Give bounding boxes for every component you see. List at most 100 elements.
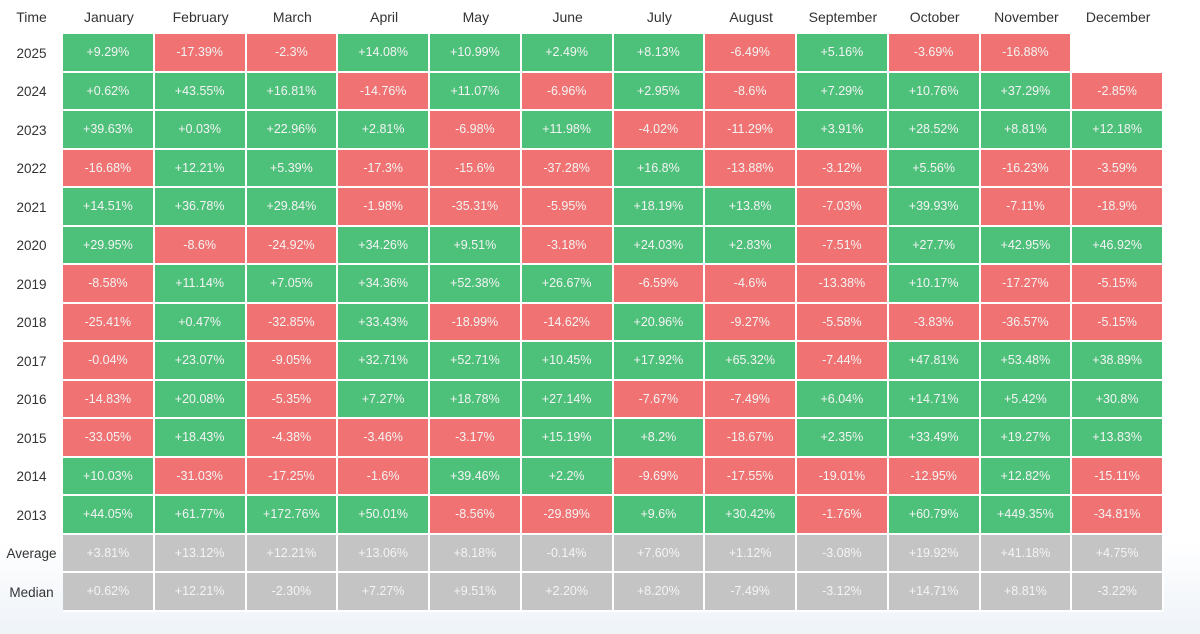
return-cell: -11.29% (705, 111, 797, 150)
return-cell: +23.07% (154, 342, 247, 381)
return-cell: +7.27% (338, 380, 430, 419)
return-cell: -3.59% (1072, 149, 1164, 188)
return-cell: -4.6% (705, 265, 797, 304)
return-cell: +34.26% (338, 226, 430, 265)
return-cell: +172.76% (246, 496, 339, 535)
return-cell: -7.03% (797, 188, 889, 227)
return-cell: +24.03% (613, 226, 706, 265)
summary-cell: +0.62% (63, 573, 155, 612)
summary-cell: +2.20% (521, 573, 614, 612)
summary-cell: +14.71% (888, 573, 981, 612)
return-cell: +43.55% (154, 72, 247, 111)
return-cell: +65.32% (705, 342, 797, 381)
return-cell: -17.39% (154, 34, 247, 73)
return-cell: -18.99% (430, 303, 522, 342)
return-cell: +0.47% (154, 303, 247, 342)
return-cell: +13.83% (1072, 419, 1164, 458)
return-cell: -3.17% (430, 419, 522, 458)
return-cell: +7.05% (246, 265, 339, 304)
summary-cell: -3.12% (797, 573, 889, 612)
return-cell: +30.8% (1072, 380, 1164, 419)
return-cell: +33.49% (888, 419, 981, 458)
summary-cell: +12.21% (154, 573, 247, 612)
summary-cell: -3.08% (797, 534, 889, 573)
year-label: 2016 (16, 392, 47, 408)
return-cell: +10.99% (430, 34, 522, 73)
return-cell: -4.38% (246, 419, 339, 458)
return-cell: -24.92% (246, 226, 339, 265)
return-cell: -7.67% (613, 380, 706, 419)
return-cell: +46.92% (1072, 226, 1164, 265)
return-cell: -29.89% (521, 496, 614, 535)
return-cell: +5.39% (246, 149, 339, 188)
return-cell: +20.08% (154, 380, 247, 419)
return-cell: +34.36% (338, 265, 430, 304)
year-label: 2017 (16, 353, 47, 369)
return-cell: -9.27% (705, 303, 797, 342)
return-cell: -7.51% (797, 226, 889, 265)
return-cell: +2.83% (705, 226, 797, 265)
return-cell: +6.04% (797, 380, 889, 419)
year-label: 2020 (16, 238, 47, 254)
return-cell: +14.71% (888, 380, 981, 419)
return-cell: -5.35% (246, 380, 339, 419)
return-cell: -16.88% (980, 34, 1073, 73)
summary-cell: +4.75% (1072, 534, 1164, 573)
return-cell: +11.98% (521, 111, 614, 150)
return-cell: +11.14% (154, 265, 247, 304)
return-cell: -36.57% (980, 303, 1073, 342)
return-cell: +2.35% (797, 419, 889, 458)
return-cell: +5.56% (888, 149, 981, 188)
return-cell: +11.07% (430, 72, 522, 111)
return-cell: +2.81% (338, 111, 430, 150)
return-cell: -9.05% (246, 342, 339, 381)
year-label: 2023 (16, 122, 47, 138)
return-cell: +60.79% (888, 496, 981, 535)
return-cell: -3.69% (888, 34, 981, 73)
return-cell: +16.8% (613, 149, 706, 188)
return-cell: +18.78% (430, 380, 522, 419)
return-cell: +29.84% (246, 188, 339, 227)
summary-cell: +1.12% (705, 534, 797, 573)
return-cell: +0.62% (63, 72, 155, 111)
year-label: 2024 (16, 84, 47, 100)
return-cell: -13.88% (705, 149, 797, 188)
summary-cell: +13.06% (338, 534, 430, 573)
return-cell: -7.11% (980, 188, 1073, 227)
return-cell: -5.15% (1072, 303, 1164, 342)
return-cell: -8.6% (154, 226, 247, 265)
year-label: 2014 (16, 469, 47, 485)
summary-cell: -2.30% (246, 573, 339, 612)
return-cell: -25.41% (63, 303, 155, 342)
return-cell: +39.63% (63, 111, 155, 150)
return-cell: +7.29% (797, 72, 889, 111)
return-cell: +47.81% (888, 342, 981, 381)
return-cell: +28.52% (888, 111, 981, 150)
return-cell: -8.6% (705, 72, 797, 111)
return-cell: -8.56% (430, 496, 522, 535)
return-cell: -14.76% (338, 72, 430, 111)
return-cell: +12.82% (980, 457, 1073, 496)
return-cell: -15.11% (1072, 457, 1164, 496)
month-header: July (646, 9, 672, 25)
return-cell: +44.05% (63, 496, 155, 535)
return-cell: +8.2% (613, 419, 706, 458)
return-cell: +27.14% (521, 380, 614, 419)
return-cell: +53.48% (980, 342, 1073, 381)
return-cell: -5.58% (797, 303, 889, 342)
return-cell: +29.95% (63, 226, 155, 265)
return-cell: -17.27% (980, 265, 1073, 304)
return-cell: +2.49% (521, 34, 614, 73)
month-header: June (552, 9, 583, 25)
return-cell: +19.27% (980, 419, 1073, 458)
return-cell: -6.59% (613, 265, 706, 304)
return-cell: -0.04% (63, 342, 155, 381)
return-cell: -35.31% (430, 188, 522, 227)
year-label: 2018 (16, 315, 47, 331)
return-cell: +8.13% (613, 34, 706, 73)
return-cell: -14.83% (63, 380, 155, 419)
month-header: March (272, 9, 312, 25)
summary-cell: +13.12% (154, 534, 247, 573)
month-header: April (370, 9, 399, 25)
